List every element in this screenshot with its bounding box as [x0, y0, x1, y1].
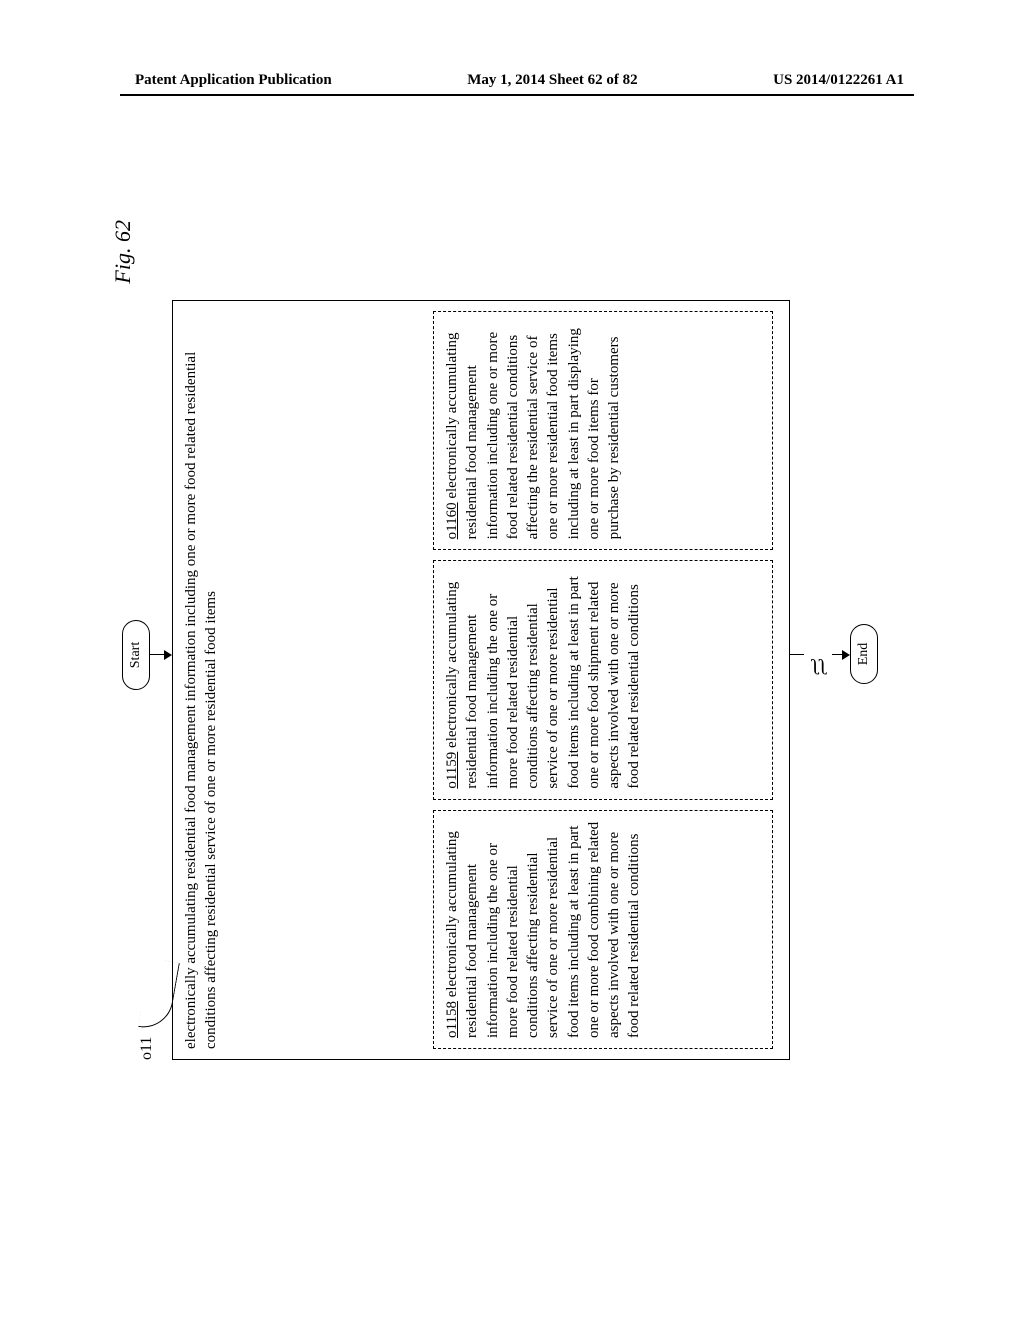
- figure-label: Fig. 62: [110, 220, 136, 284]
- header-right: US 2014/0122261 A1: [773, 72, 904, 89]
- inner-box-o1158: o1158 electronically accumulating reside…: [433, 810, 773, 1049]
- page-header: Patent Application Publication May 1, 20…: [0, 72, 1024, 89]
- outer-step-box: electronically accumulating residential …: [172, 300, 790, 1060]
- header-rule: [120, 94, 914, 96]
- flow-break-icon: ʅʅ: [811, 654, 826, 680]
- inner-box-o1160: o1160 electronically accumulating reside…: [433, 311, 773, 550]
- header-left: Patent Application Publication: [135, 72, 332, 89]
- ref-main: o11: [138, 1037, 156, 1060]
- inner-ref: o1159: [444, 752, 460, 789]
- break-connector-top: [790, 654, 804, 655]
- outer-step-text: electronically accumulating residential …: [181, 311, 222, 1049]
- inner-box-row: o1158 electronically accumulating reside…: [433, 311, 773, 1049]
- start-arrowhead-icon: [164, 650, 172, 660]
- header-center: May 1, 2014 Sheet 62 of 82: [467, 72, 637, 89]
- inner-ref: o1160: [444, 502, 460, 539]
- inner-box-o1159: o1159 electronically accumulating reside…: [433, 560, 773, 799]
- end-arrowhead-icon: [842, 650, 850, 660]
- figure-area: Fig. 62 o11 Start electronically accumul…: [120, 190, 890, 1060]
- inner-text: electronically accumulating residential …: [444, 328, 622, 539]
- inner-ref: o1158: [444, 1001, 460, 1038]
- end-node: End: [850, 624, 878, 684]
- start-node: Start: [122, 620, 150, 690]
- inner-text: electronically accumulating residential …: [444, 822, 642, 1038]
- inner-text: electronically accumulating residential …: [444, 576, 642, 788]
